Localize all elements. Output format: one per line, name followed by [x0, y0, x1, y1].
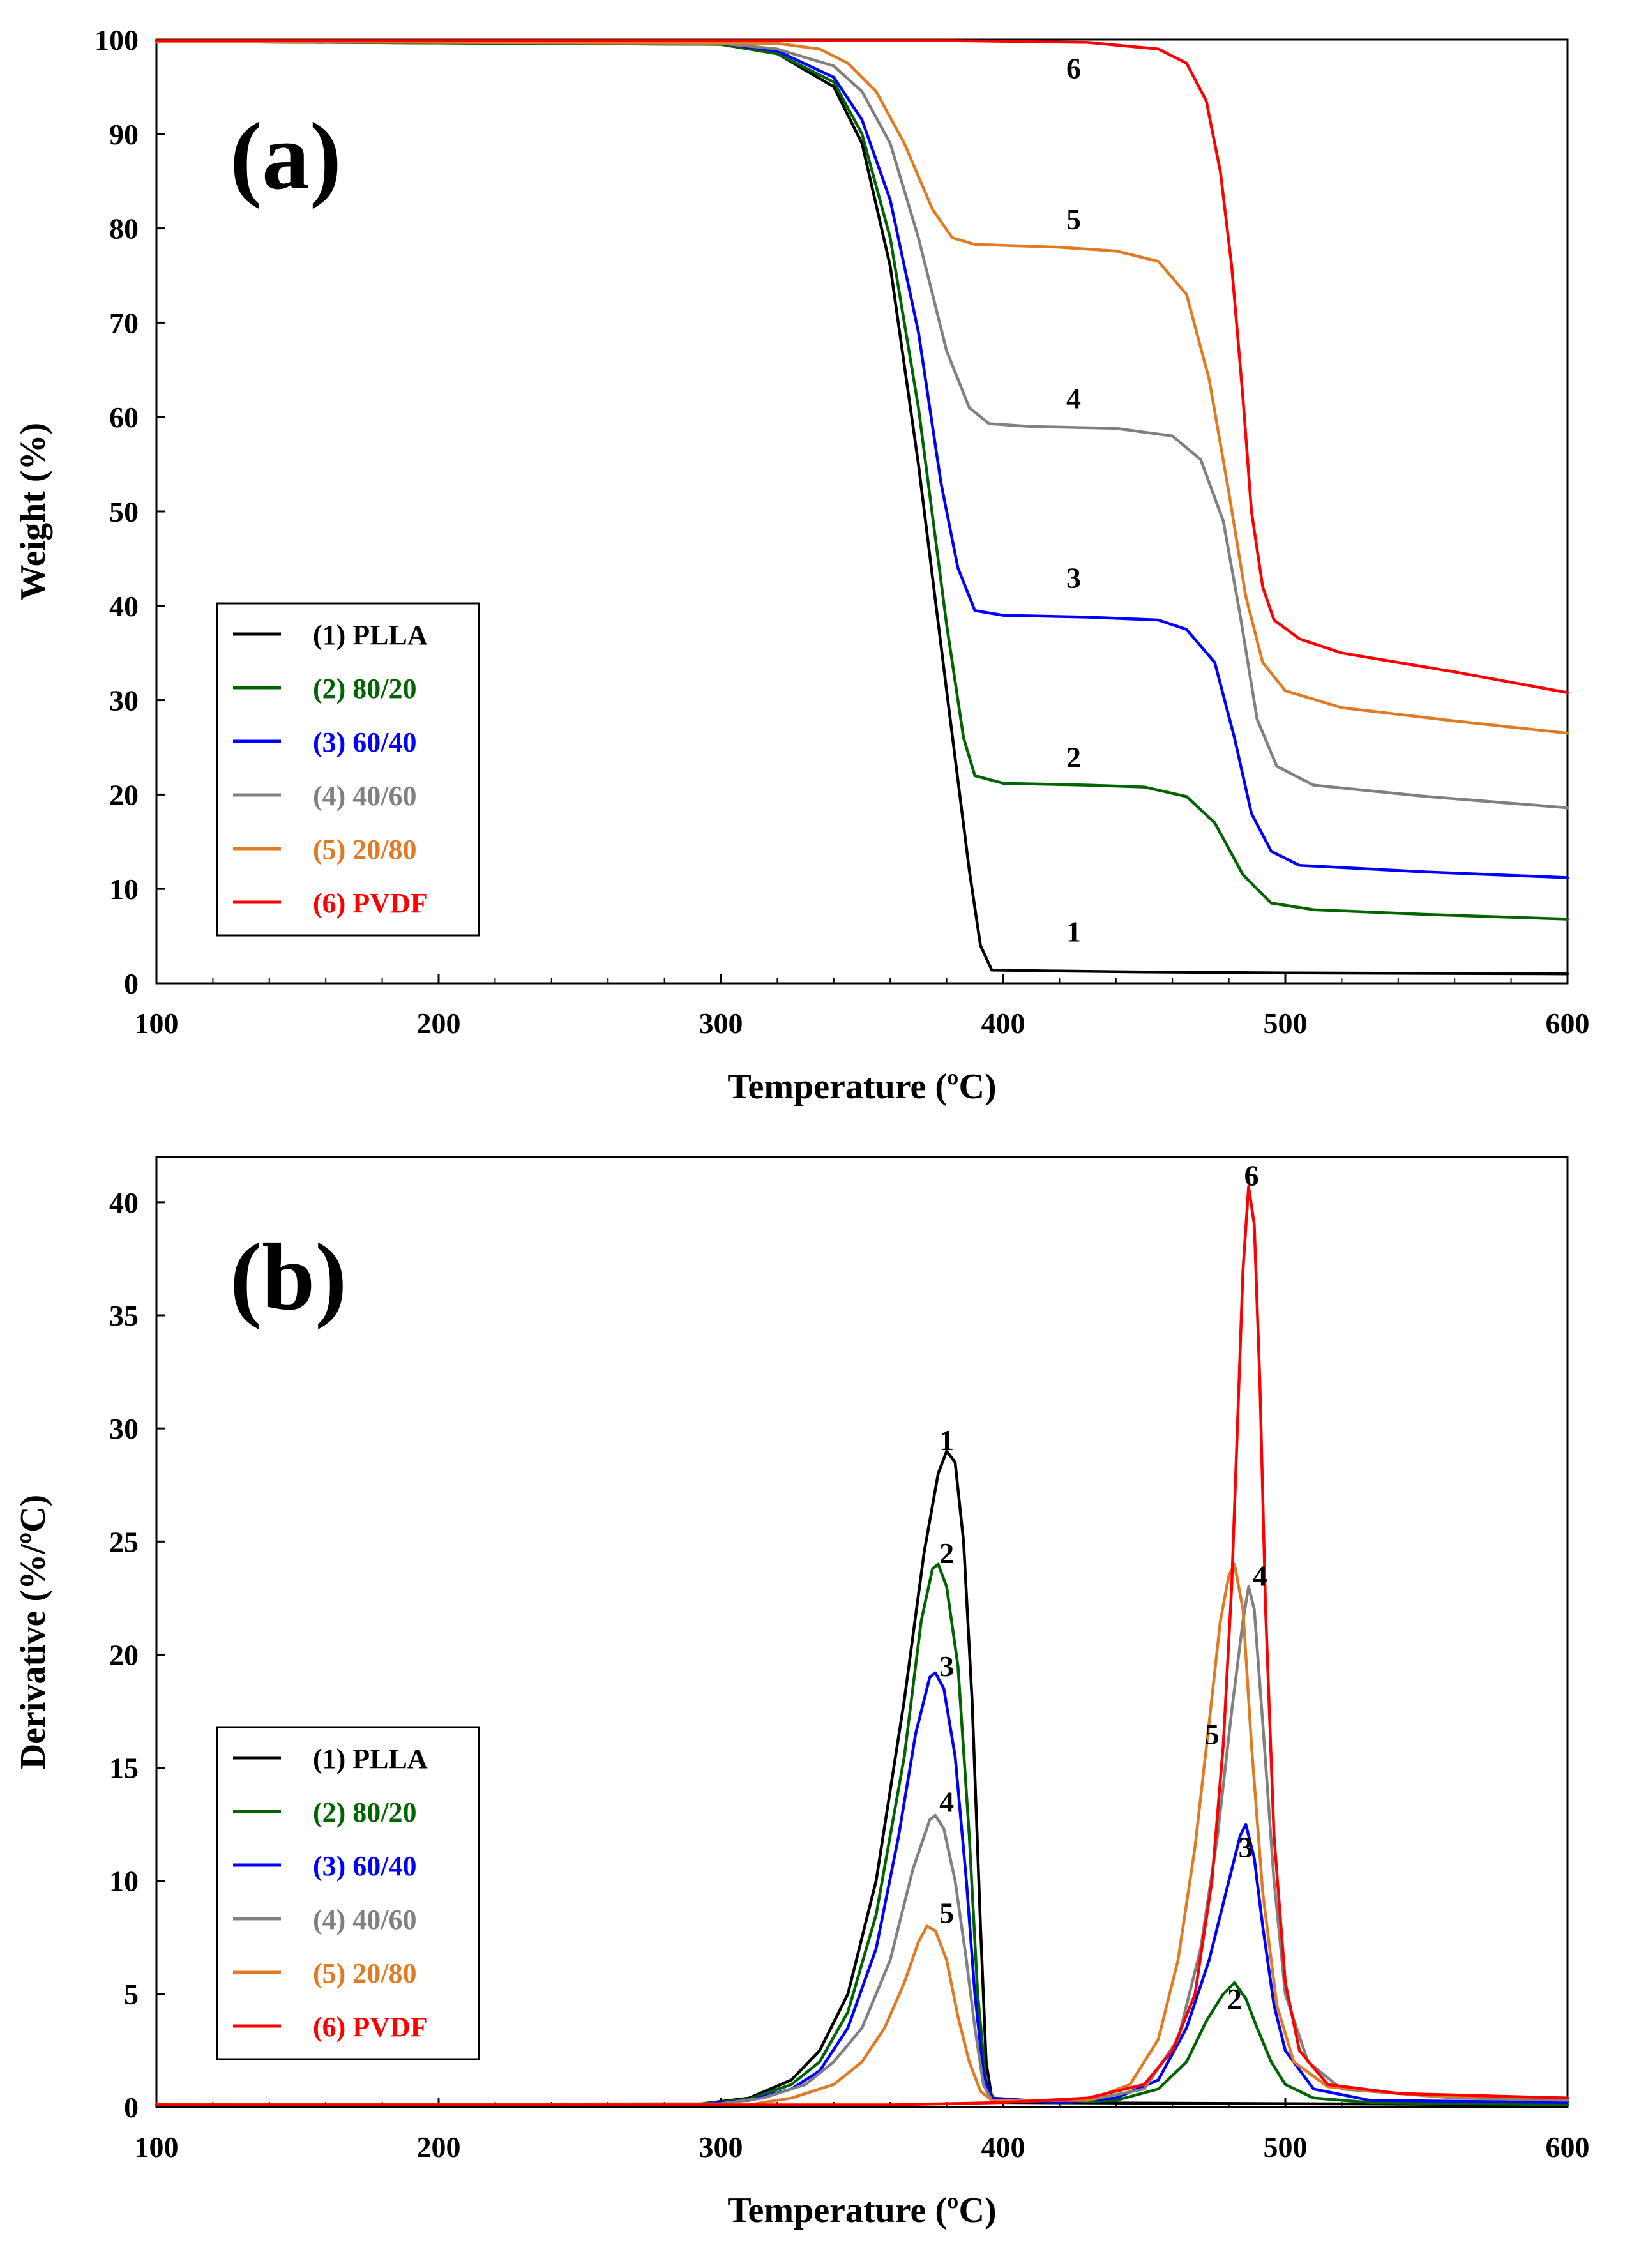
- x-tick-label: 300: [699, 2131, 743, 2163]
- series-line-2: [155, 40, 1569, 921]
- legend-label-1: (1) PLLA: [313, 1743, 428, 1774]
- y-tick-label: 35: [109, 1299, 139, 1332]
- y-tick-label: 20: [109, 1638, 139, 1671]
- legend-label-6: (6) PVDF: [313, 888, 428, 919]
- curve-label-3: 3: [939, 1650, 954, 1682]
- curve-label-1: 1: [939, 1424, 954, 1456]
- chart-panel-b: 100 200 300 400 500 6000510152025303540Temper…: [13, 1156, 1590, 2230]
- legend-label-3: (3) 60/40: [313, 727, 417, 758]
- panel-label: (b): [230, 1224, 347, 1330]
- curve-label-1: 1: [1066, 916, 1081, 948]
- x-tick-label: 500: [1264, 2131, 1308, 2163]
- series-line-6: [155, 1184, 1569, 2106]
- series-line-6: [155, 39, 1569, 695]
- y-tick-label: 0: [124, 2091, 139, 2124]
- series-line-4: [155, 40, 1569, 810]
- curve-label-extra: 3: [1239, 1831, 1253, 1864]
- y-tick-label: 15: [109, 1752, 139, 1785]
- x-tick-label: 300: [699, 1007, 743, 1040]
- curve-label-4: 4: [939, 1786, 954, 1818]
- y-tick-label: 25: [109, 1525, 139, 1558]
- series-line-5: [155, 40, 1569, 735]
- x-tick-label: 400: [981, 1007, 1025, 1040]
- legend: (1) PLLA (2) 80/20 (3) 60/40 (4) 40/60 (5) 2…: [216, 602, 480, 937]
- legend-label-5: (5) 20/80: [313, 834, 417, 865]
- curve-label-5: 5: [939, 1896, 954, 1929]
- curve-label-extra: 2: [1227, 1983, 1242, 2015]
- curve-label-extra: 5: [1205, 1718, 1220, 1750]
- curve-label-2: 2: [939, 1537, 954, 1569]
- x-tick-label: 200: [417, 1007, 461, 1040]
- y-axis-title: Weight (%): [13, 423, 53, 600]
- curve-label-extra: 4: [1253, 1559, 1267, 1592]
- legend-label-1: (1) PLLA: [313, 619, 428, 651]
- curve-label-5: 5: [1066, 203, 1081, 236]
- y-tick-label: 100: [94, 24, 139, 56]
- legend-label-2: (2) 80/20: [313, 1797, 417, 1828]
- legend-box: [216, 1726, 480, 2060]
- legend: (1) PLLA (2) 80/20 (3) 60/40 (4) 40/60 (5) 2…: [216, 1726, 480, 2060]
- x-tick-label: 500: [1264, 1007, 1308, 1040]
- y-tick-label: 80: [109, 213, 139, 245]
- x-tick-label: 400: [981, 2131, 1025, 2163]
- y-tick-label: 70: [109, 306, 139, 339]
- x-axis-title: Temperature (ºC): [727, 2191, 996, 2230]
- y-tick-label: 30: [109, 684, 139, 717]
- legend-label-6: (6) PVDF: [313, 2011, 428, 2043]
- chart-panel-a: 100 200 300 400 500 600 0 10 20 30 40 50 60 70 80 90 100…: [13, 24, 1590, 1107]
- legend-label-3: (3) 60/40: [313, 1850, 417, 1882]
- y-tick-label: 10: [109, 873, 139, 905]
- x-tick-label: 200: [417, 2131, 461, 2163]
- y-tick-label: 50: [109, 495, 139, 528]
- series-line-3: [155, 1671, 1569, 2106]
- plot-frame: [155, 1156, 1569, 2108]
- y-tick-label: 40: [109, 1186, 139, 1219]
- series-line-3: [155, 40, 1569, 879]
- y-tick-label: 30: [109, 1412, 139, 1445]
- series-line-1: [155, 1449, 1569, 2106]
- y-tick-label: 90: [109, 118, 139, 151]
- y-tick-label: 60: [109, 401, 139, 434]
- x-tick-label: 100: [135, 1007, 179, 1040]
- y-tick-label: 5: [124, 1978, 139, 2011]
- x-tick-label: 600: [1546, 1007, 1590, 1040]
- x-axis-title: Temperature (ºC): [727, 1067, 996, 1107]
- curve-label-3: 3: [1066, 561, 1081, 594]
- x-tick-label: 100: [135, 2131, 179, 2163]
- curve-label-6: 6: [1066, 52, 1081, 84]
- curve-label-6: 6: [1244, 1159, 1258, 1191]
- y-tick-label: 40: [109, 590, 139, 623]
- legend-label-5: (5) 20/80: [313, 1958, 417, 1989]
- legend-label-4: (4) 40/60: [313, 1904, 417, 1935]
- legend-label-4: (4) 40/60: [313, 780, 417, 812]
- legend-box: [216, 602, 480, 937]
- y-tick-label: 10: [109, 1865, 139, 1898]
- x-tick-label: 600: [1546, 2131, 1590, 2163]
- panel-label: (a): [230, 103, 342, 209]
- curve-label-4: 4: [1066, 382, 1081, 415]
- y-axis-title: Derivative (%/ºC): [13, 1495, 53, 1770]
- curve-label-2: 2: [1066, 741, 1081, 773]
- legend-label-2: (2) 80/20: [313, 673, 417, 704]
- y-tick-label: 20: [109, 778, 139, 811]
- y-tick-label: 0: [124, 967, 139, 1000]
